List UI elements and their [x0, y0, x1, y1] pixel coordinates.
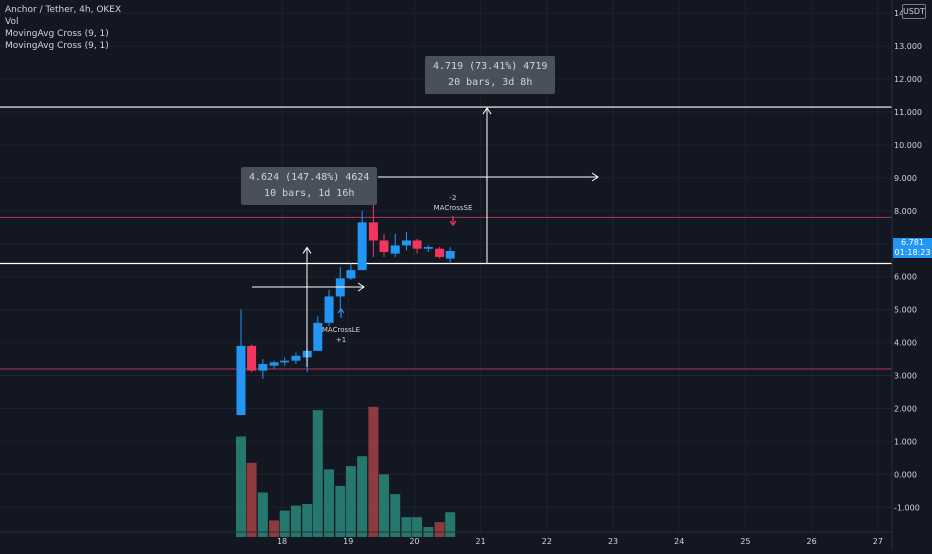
candle-body [423, 247, 433, 249]
signal-down-arrow-head-icon [449, 220, 457, 226]
y-tick-label: 9.000 [894, 174, 917, 183]
volume-bar [357, 456, 368, 537]
signal-macross-le-value: +1 [336, 336, 346, 344]
x-tick-label: 22 [542, 537, 552, 546]
indicator-ma-cross-2[interactable]: MovingAvg Cross (9, 1) [5, 41, 109, 51]
candle-body [435, 248, 445, 257]
candle-body [280, 360, 290, 363]
candle-body [313, 322, 323, 351]
y-tick-label: 3.000 [894, 372, 917, 381]
y-tick-label: 2.000 [894, 404, 917, 413]
measure-1-arrow-h-head [591, 172, 599, 182]
volume-bar [279, 510, 290, 537]
volume-bars [236, 406, 456, 537]
last-price-countdown: 01:18:23 [894, 248, 931, 257]
volume-bar [390, 494, 401, 537]
y-tick-label: 1.000 [894, 437, 917, 446]
volume-bar [302, 504, 313, 537]
volume-bar [434, 522, 445, 537]
volume-bar [269, 520, 280, 537]
candle-body [402, 240, 411, 246]
measure-2-price: 4.624 (147.48%) 4624 [249, 172, 370, 183]
x-tick-label: 21 [476, 537, 486, 546]
indicator-ma-cross-1[interactable]: MovingAvg Cross (9, 1) [5, 29, 109, 39]
candle-body [258, 364, 268, 371]
signals: MACrossLE +1 -2 MACrossSE [322, 194, 472, 344]
candle-body [247, 345, 257, 371]
x-tick-label: 18 [277, 537, 287, 546]
volume-bar [335, 485, 346, 537]
horizontal-lines [0, 106, 892, 370]
x-tick-label: 26 [807, 537, 817, 546]
candle-body [379, 240, 389, 252]
volume-bar [312, 410, 323, 537]
y-tick-label: 11.000 [894, 108, 922, 117]
volume-bar [412, 517, 423, 537]
signal-macross-se-label: MACrossSE [434, 204, 473, 212]
y-tick-label: -1.000 [894, 503, 920, 512]
measure-2-arrow-h-head [357, 282, 365, 292]
x-tick-label: 25 [740, 537, 750, 546]
signal-macross-se-value: -2 [450, 194, 457, 202]
measure-label-2[interactable]: 4.624 (147.48%) 4624 10 bars, 1d 16h [241, 167, 378, 205]
y-tick-label: 4.000 [894, 339, 917, 348]
candle-body [324, 296, 334, 323]
y-tick-label: 8.000 [894, 207, 917, 216]
measure-2-arrow-v-head [302, 246, 312, 254]
candle-body [412, 240, 422, 249]
y-tick-label: 5.000 [894, 306, 917, 315]
last-price-tag: 6.781 01:18:23 [893, 238, 932, 258]
last-price-value: 6.781 [901, 238, 924, 247]
volume-bar [236, 436, 246, 537]
candle-body [357, 222, 367, 271]
legend: Anchor / Tether, 4h, OKEX Vol MovingAvg … [5, 4, 121, 52]
signal-up-arrow-head-icon [337, 308, 345, 314]
volume-bar [246, 462, 257, 537]
y-tick-label: 13.000 [894, 42, 922, 51]
volume-bar [368, 406, 379, 537]
measure-1-bars: 20 bars, 3d 8h [448, 77, 533, 88]
candle-body [236, 345, 246, 416]
candle-body [368, 222, 378, 241]
volume-bar [290, 505, 301, 537]
indicator-vol[interactable]: Vol [5, 17, 19, 27]
measure-tools[interactable] [252, 107, 599, 367]
candle-body [445, 251, 455, 259]
candle-body [346, 270, 356, 279]
x-tick-label: 23 [608, 537, 618, 546]
volume-bar [257, 492, 268, 537]
volume-bar [401, 517, 412, 537]
candle-body [291, 355, 301, 361]
volume-bar [324, 469, 335, 537]
measure-label-1[interactable]: 4.719 (73.41%) 4719 20 bars, 3d 8h [425, 56, 556, 94]
volume-bar [345, 466, 356, 537]
y-tick-label: 0.000 [894, 470, 917, 479]
y-tick-label: 6.000 [894, 273, 917, 282]
measure-1-price: 4.719 (73.41%) 4719 [433, 61, 548, 72]
x-tick-label: 19 [343, 537, 353, 546]
x-tick-label: 20 [409, 537, 419, 546]
y-tick-label: 12.000 [894, 75, 922, 84]
measure-1-arrow-v-head [482, 107, 492, 115]
candle-body [390, 245, 400, 254]
symbol-title[interactable]: Anchor / Tether, 4h, OKEX [5, 5, 122, 15]
signal-macross-le-label: MACrossLE [322, 326, 360, 334]
candles [236, 197, 455, 416]
x-tick-label: 24 [674, 537, 684, 546]
candle-body [269, 362, 279, 366]
x-tick-label: 27 [873, 537, 883, 546]
y-tick-label: 10.000 [894, 141, 922, 150]
currency-badge[interactable]: USDT [902, 4, 926, 19]
measure-2-bars: 10 bars, 1d 16h [264, 188, 355, 199]
volume-bar [445, 512, 456, 537]
volume-bar [378, 474, 389, 537]
